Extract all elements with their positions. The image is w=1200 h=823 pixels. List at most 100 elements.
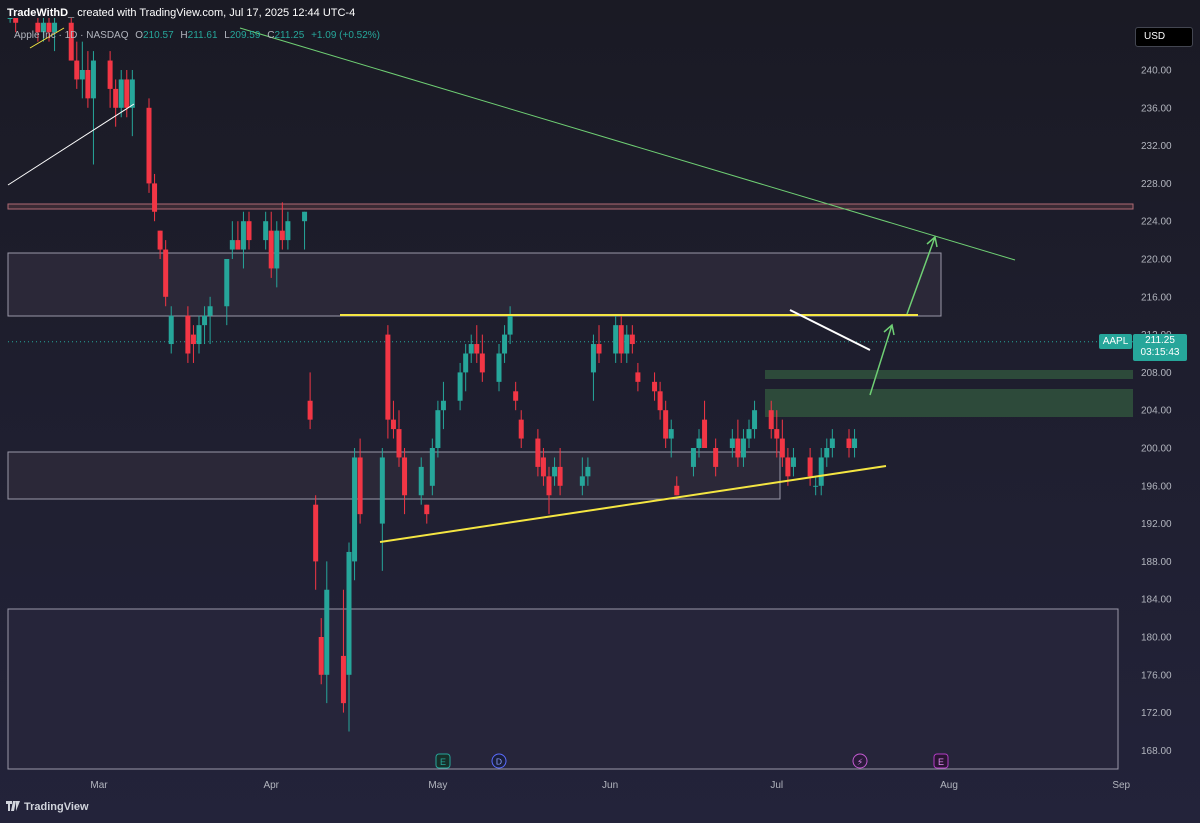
candle — [546, 466, 552, 515]
candle-body — [813, 485, 819, 487]
y-tick-label: 184.00 — [1141, 595, 1172, 606]
candle — [657, 381, 663, 420]
y-tick-label: 216.00 — [1141, 292, 1172, 303]
earnings-icon[interactable] — [435, 753, 451, 769]
candle — [735, 419, 741, 467]
candle — [52, 18, 58, 52]
candle — [668, 419, 674, 458]
split-lightning-icon[interactable] — [852, 753, 868, 769]
demand-zone-lower — [765, 389, 1133, 417]
y-tick-label: 200.00 — [1141, 444, 1172, 455]
candle-body — [668, 429, 674, 439]
candle-body — [285, 221, 291, 241]
candle — [202, 306, 208, 345]
candle-body — [68, 22, 74, 61]
trendlines — [7, 27, 1016, 543]
candle — [590, 334, 596, 401]
candle — [324, 561, 330, 704]
symbol-title[interactable]: Apple Inc · 1D · NASDAQ — [14, 30, 129, 41]
svg-text:E: E — [938, 757, 944, 767]
candle-body — [52, 22, 58, 33]
y-tick-label: 232.00 — [1141, 141, 1172, 152]
candle-body — [307, 400, 313, 420]
candle — [696, 429, 702, 458]
candle — [302, 211, 308, 250]
candle — [307, 372, 313, 430]
y-axis: 240.00 236.00 232.00 228.00 224.00 220.00 216.… — [1141, 66, 1172, 757]
y-tick-label: 204.00 — [1141, 406, 1172, 417]
candle-body — [774, 429, 780, 439]
low-label: L — [224, 30, 230, 41]
candle — [429, 438, 435, 496]
candle-body — [579, 476, 585, 486]
candle-body — [302, 211, 308, 222]
candle — [507, 306, 513, 345]
candle — [652, 372, 658, 401]
candle-body — [807, 457, 813, 477]
candle-body — [690, 448, 696, 467]
x-tick-label: May — [428, 780, 447, 791]
candle-body — [818, 457, 824, 486]
lower-arrow — [869, 323, 895, 396]
author-name: TradeWithD_ — [7, 7, 75, 19]
candle — [279, 202, 285, 250]
candle — [85, 51, 91, 108]
candle-body — [229, 240, 235, 250]
svg-text:E: E — [440, 757, 446, 767]
y-tick-label: 192.00 — [1141, 519, 1172, 530]
candle — [68, 18, 74, 61]
dividend-icon[interactable] — [491, 753, 507, 769]
candle — [46, 18, 52, 42]
candle-body — [540, 457, 546, 477]
candle-body — [157, 230, 163, 250]
candle — [168, 306, 174, 354]
candle-body — [118, 79, 124, 108]
candle-body — [207, 306, 213, 316]
candle — [440, 381, 446, 430]
candle-body — [729, 438, 735, 448]
y-tick-label: 208.00 — [1141, 368, 1172, 379]
candle — [740, 429, 746, 467]
currency-button[interactable]: USD — [1135, 27, 1193, 47]
candle — [535, 429, 541, 477]
candle-body — [352, 457, 358, 562]
candle — [585, 457, 591, 486]
open-label: O — [135, 30, 144, 41]
candle-body — [240, 221, 246, 250]
high-value: 211.61 — [187, 30, 218, 41]
candle-body — [163, 249, 169, 297]
candle — [346, 542, 352, 732]
candle-body — [340, 655, 346, 704]
earnings-upcoming-icon[interactable] — [933, 753, 949, 769]
candle — [246, 211, 252, 250]
candle-body — [496, 353, 502, 382]
y-tick-label: 224.00 — [1141, 217, 1172, 228]
candle — [479, 334, 485, 382]
candle — [463, 344, 469, 392]
candle — [518, 410, 524, 448]
candle-body — [402, 457, 408, 496]
ohlc-legend: Apple Inc · 1D · NASDAQ O210.57 H211.61 … — [14, 30, 380, 41]
candle-body — [146, 107, 152, 184]
candle-body — [279, 230, 285, 241]
candle — [35, 18, 41, 42]
candle — [90, 51, 96, 165]
candle-body — [474, 344, 480, 354]
low-value: 209.59 — [229, 30, 261, 41]
candle-body — [90, 60, 96, 99]
candle-body — [513, 391, 519, 401]
candle — [829, 429, 835, 458]
candle-body — [479, 353, 485, 373]
candle-body — [635, 372, 641, 382]
candle-body — [507, 315, 513, 335]
candle-body — [468, 344, 474, 354]
candle — [285, 211, 291, 250]
candle-body — [657, 391, 663, 411]
candle-body — [113, 88, 119, 108]
candle-body — [7, 18, 13, 19]
candle-body — [674, 485, 680, 496]
candle — [7, 18, 13, 23]
candle — [190, 325, 196, 363]
open-value: 210.57 — [143, 30, 174, 41]
